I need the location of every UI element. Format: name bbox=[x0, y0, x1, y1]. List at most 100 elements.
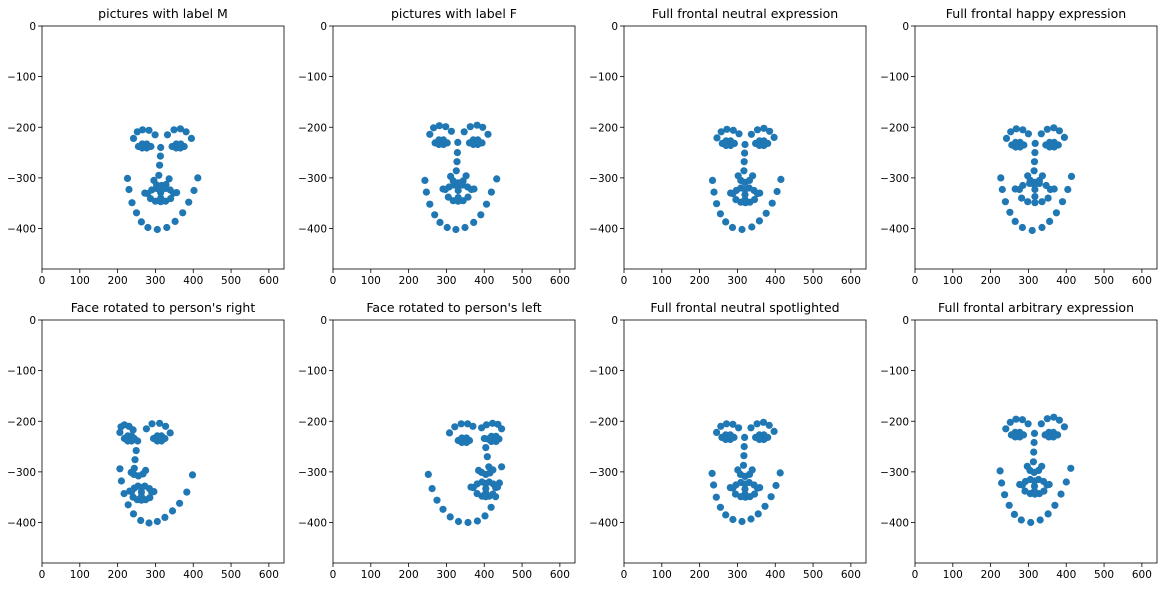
data-point bbox=[722, 218, 730, 226]
data-point bbox=[740, 158, 748, 166]
data-point bbox=[424, 470, 432, 478]
data-point bbox=[436, 218, 444, 226]
data-point bbox=[426, 130, 434, 138]
axes-frame bbox=[623, 25, 867, 270]
x-tick-label: 600 bbox=[1132, 275, 1152, 287]
x-tick-label: 600 bbox=[841, 275, 861, 287]
x-tick-label: 200 bbox=[108, 569, 128, 581]
x-tick-label: 100 bbox=[361, 275, 381, 287]
data-point bbox=[124, 501, 132, 509]
data-point bbox=[753, 190, 762, 198]
data-point bbox=[1010, 510, 1019, 518]
data-point bbox=[1006, 418, 1014, 426]
data-point bbox=[157, 194, 165, 202]
data-point bbox=[157, 189, 165, 197]
x-tick-label: 400 bbox=[183, 569, 203, 581]
x-tick-label: 0 bbox=[39, 275, 46, 287]
data-point bbox=[482, 421, 491, 429]
y-tick-label: −200 bbox=[7, 416, 36, 428]
data-point bbox=[768, 199, 776, 207]
x-tick-label: 500 bbox=[803, 275, 823, 287]
axes-frame bbox=[623, 319, 867, 564]
data-point bbox=[145, 126, 153, 134]
data-point bbox=[755, 435, 764, 444]
data-point bbox=[1051, 501, 1059, 509]
data-point bbox=[144, 223, 152, 232]
x-tick-label: 600 bbox=[259, 275, 279, 287]
data-point bbox=[183, 488, 191, 496]
data-point bbox=[125, 185, 133, 194]
data-point bbox=[754, 510, 762, 518]
data-point bbox=[766, 127, 774, 135]
data-point bbox=[716, 210, 725, 218]
x-tick-label: 500 bbox=[1094, 275, 1114, 287]
data-point bbox=[1038, 223, 1046, 232]
data-point bbox=[116, 465, 124, 473]
data-point bbox=[176, 499, 184, 507]
data-point bbox=[153, 517, 161, 526]
x-tick-label: 300 bbox=[727, 569, 747, 581]
data-point bbox=[1030, 482, 1039, 490]
x-tick-label: 400 bbox=[765, 275, 785, 287]
data-point bbox=[1037, 420, 1045, 428]
data-point bbox=[729, 190, 737, 198]
data-point bbox=[151, 131, 159, 139]
data-point bbox=[739, 461, 748, 469]
data-point bbox=[469, 140, 477, 149]
data-point bbox=[194, 174, 202, 182]
data-point bbox=[162, 422, 170, 430]
data-point bbox=[454, 517, 463, 526]
data-point bbox=[453, 158, 461, 166]
data-point bbox=[148, 420, 156, 428]
y-tick-label: 0 bbox=[320, 21, 327, 33]
data-point bbox=[1035, 179, 1043, 187]
data-point bbox=[713, 134, 721, 142]
data-point bbox=[712, 493, 720, 501]
data-point bbox=[738, 225, 746, 234]
y-tick-label: −400 bbox=[589, 518, 618, 530]
data-point bbox=[998, 185, 1006, 194]
axes-frame bbox=[914, 25, 1158, 270]
data-point bbox=[462, 172, 470, 180]
data-point bbox=[1007, 128, 1015, 136]
data-point bbox=[481, 512, 489, 520]
data-point bbox=[148, 488, 156, 496]
data-point bbox=[747, 424, 755, 432]
data-point bbox=[773, 187, 781, 196]
data-point bbox=[1031, 149, 1039, 157]
data-point bbox=[753, 484, 762, 492]
subplot-title: pictures with label F bbox=[391, 6, 517, 21]
y-tick-label: −200 bbox=[589, 122, 618, 134]
data-point bbox=[765, 421, 773, 429]
data-point bbox=[1043, 125, 1051, 133]
data-point bbox=[1057, 490, 1065, 498]
data-point bbox=[753, 126, 762, 134]
data-point bbox=[1038, 462, 1046, 470]
data-point bbox=[176, 125, 184, 133]
y-tick-label: −400 bbox=[7, 224, 36, 236]
data-point bbox=[1028, 226, 1036, 235]
data-point bbox=[156, 419, 164, 427]
data-point bbox=[170, 189, 178, 197]
data-point bbox=[731, 490, 740, 498]
data-point bbox=[1058, 198, 1067, 206]
subplot-7: Full frontal neutral spotlighted 0 100 200 3… bbox=[589, 300, 867, 581]
data-point bbox=[1002, 425, 1010, 433]
data-point bbox=[1046, 185, 1054, 194]
data-point bbox=[741, 485, 749, 493]
data-point bbox=[132, 447, 140, 455]
data-point bbox=[441, 185, 449, 194]
x-tick-label: 100 bbox=[943, 275, 963, 287]
data-point bbox=[717, 128, 725, 136]
y-tick-label: −300 bbox=[589, 173, 618, 185]
data-point bbox=[1046, 217, 1054, 225]
x-tick-label: 500 bbox=[512, 275, 532, 287]
data-point bbox=[461, 223, 469, 232]
data-point bbox=[772, 481, 780, 490]
data-point bbox=[444, 193, 452, 201]
axes-frame bbox=[41, 319, 285, 564]
x-tick-label: 0 bbox=[621, 275, 628, 287]
subplot-6: Face rotated to person's left 0 100 200 300 4… bbox=[298, 300, 576, 581]
data-point bbox=[1044, 194, 1052, 202]
data-point bbox=[762, 209, 770, 217]
